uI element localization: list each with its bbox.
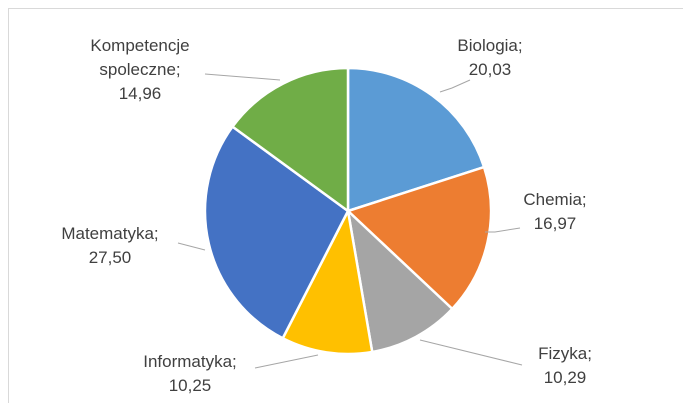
data-label: Biologia; 20,03 <box>430 34 550 82</box>
category-label: Informatyka; <box>143 352 237 371</box>
data-label: Chemia; 16,97 <box>500 188 610 236</box>
leader-line <box>419 339 523 366</box>
pie-slice <box>203 124 350 340</box>
pie-slice <box>281 207 374 356</box>
leader-lines <box>177 73 523 369</box>
leader-line <box>485 227 521 233</box>
value-label: 10,29 <box>543 368 587 387</box>
pie-slice <box>346 66 486 213</box>
category-label: Fizyka; <box>538 344 592 363</box>
pie-slice <box>346 207 455 354</box>
chart-border <box>8 8 683 403</box>
category-label: Kompetencje spoleczne; <box>90 36 190 79</box>
leader-line <box>439 79 471 93</box>
leader-line <box>204 73 281 81</box>
leader-line <box>177 242 206 251</box>
value-label: 10,25 <box>168 376 212 395</box>
leader-line <box>254 354 319 369</box>
slices <box>203 66 493 356</box>
category-label: Chemia; <box>523 190 587 209</box>
value-label: 27,50 <box>88 248 132 267</box>
pie-slice <box>230 66 350 214</box>
data-label: Matematyka; 27,50 <box>40 222 180 270</box>
category-label: Biologia; <box>457 36 523 55</box>
pie-slice <box>345 165 493 311</box>
value-label: 16,97 <box>533 214 577 233</box>
data-label: Fizyka; 10,29 <box>510 342 620 390</box>
data-label: Informatyka; 10,25 <box>120 350 260 398</box>
data-label: Kompetencje spoleczne; 14,96 <box>70 34 210 106</box>
value-label: 20,03 <box>468 60 512 79</box>
value-label: 14,96 <box>118 84 162 103</box>
category-label: Matematyka; <box>61 224 159 243</box>
